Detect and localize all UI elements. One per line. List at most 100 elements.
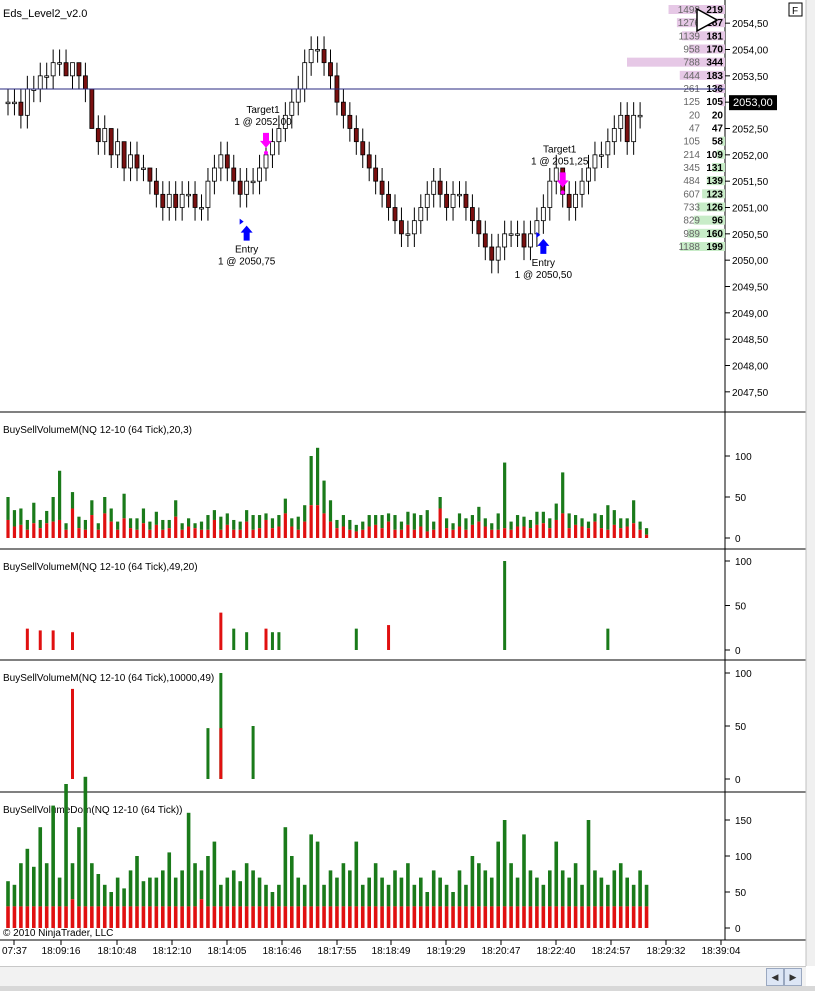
sell-volume-bar (386, 906, 391, 928)
buy-volume-bar (128, 518, 133, 529)
buy-volume-bar (503, 462, 507, 529)
sell-volume-bar (264, 906, 268, 928)
price-bar (244, 168, 250, 208)
buy-volume-bar (483, 870, 488, 907)
price-bar (12, 89, 17, 116)
buy-volume-bar (315, 841, 320, 907)
buy-volume-bar (554, 841, 559, 907)
price-bar (270, 128, 275, 168)
indicator-panels: BuySellVolumeM(NQ 12-10 (64 Tick),20,3) 1… (3, 425, 752, 935)
sell-volume-bar (83, 529, 87, 538)
buy-volume-bar (535, 877, 539, 907)
dom-volume-label: 160 (706, 229, 723, 240)
dom-volume-label: 181 (706, 31, 723, 42)
buy-volume-bar (586, 521, 591, 529)
buy-volume-bar (561, 472, 565, 514)
f-button-label[interactable]: F (792, 6, 798, 17)
bid-size-label: 484 (683, 176, 700, 187)
sell-volume-bar (541, 906, 546, 928)
buy-volume-bar (515, 515, 520, 527)
scroll-left-button[interactable]: ◀ (766, 968, 784, 986)
indicator-tick-label: 50 (735, 722, 747, 733)
sell-volume-bar (496, 529, 500, 538)
sell-volume-bar (386, 521, 391, 538)
sell-volume-bar (96, 906, 101, 928)
buy-volume-bar (90, 500, 94, 516)
sell-volume-bar (70, 899, 75, 928)
sell-volume-bar (302, 906, 307, 928)
buy-volume-bar (90, 863, 94, 907)
price-bar (547, 168, 553, 221)
entry-arrow-icon (240, 225, 253, 241)
buy-volume-bar (25, 519, 29, 530)
sell-volume-bar (360, 906, 365, 928)
price-bar (44, 62, 50, 89)
buy-volume-bar (509, 863, 513, 907)
sell-volume-bar (586, 528, 591, 538)
sell-volume-bar (341, 906, 346, 928)
buy-volume-bar (244, 863, 249, 907)
buy-volume-bar (154, 511, 158, 525)
price-axis: 2054,502054,002053,502053,002052,502052,… (725, 19, 769, 399)
f-button[interactable]: F (788, 2, 803, 17)
bid-size-label: 829 (683, 216, 700, 227)
buy-volume-bar (431, 870, 436, 907)
price-bar (128, 141, 133, 182)
indicator-tick-label: 50 (735, 602, 747, 613)
buy-volume-bar (12, 510, 17, 527)
indicator-title: BuySellVolumeDom(NQ 12-10 (64 Tick)) (3, 805, 183, 816)
buy-volume-bar (567, 513, 571, 529)
buy-volume-bar (593, 870, 597, 907)
sell-volume-bar (270, 528, 275, 538)
buy-volume-bar (586, 820, 591, 907)
horizontal-scrollbar[interactable]: ◀ ▶ (0, 966, 806, 986)
sell-volume-bar (71, 632, 74, 650)
buy-volume-bar (135, 518, 139, 530)
price-bar (476, 207, 482, 247)
sell-volume-bar (490, 529, 494, 538)
sell-volume-bar (96, 529, 100, 538)
buy-volume-bar (606, 628, 610, 650)
dom-volume-label: 199 (706, 242, 723, 253)
scroll-right-button[interactable]: ▶ (784, 968, 802, 986)
buy-volume-bar (187, 518, 191, 527)
sell-volume-bar (354, 531, 358, 538)
price-tick-label: 2052,00 (732, 151, 769, 162)
indicator-tick-label: 0 (735, 646, 741, 657)
dom-volume-label: 126 (706, 203, 723, 214)
sell-volume-bar (483, 906, 488, 928)
buy-volume-bar (122, 493, 126, 519)
sell-volume-bar (548, 528, 552, 538)
buy-volume-bar (625, 877, 629, 907)
price-bar (463, 181, 469, 221)
target-marker (264, 150, 268, 155)
buy-volume-bar (251, 726, 255, 779)
sell-volume-bar (32, 523, 36, 538)
price-bar (308, 36, 314, 76)
time-tick-label: 18:16:46 (263, 946, 302, 957)
buy-volume-bar (103, 497, 107, 514)
sell-volume-bar (51, 521, 55, 538)
buy-volume-bar (554, 503, 558, 520)
buy-volume-bar (509, 521, 513, 530)
buy-volume-bar (264, 884, 268, 907)
play-icon[interactable] (696, 7, 719, 33)
ask-size-label: 788 (683, 58, 700, 69)
price-bar (392, 194, 398, 234)
sell-volume-bar (522, 906, 526, 928)
sell-volume-bar (264, 628, 268, 650)
dom-volume-label: 105 (706, 97, 723, 108)
entry-marker (536, 231, 541, 238)
sell-volume-bar (644, 906, 649, 928)
buy-volume-bar (593, 513, 597, 522)
buy-volume-bar (541, 511, 545, 524)
sell-volume-bar (109, 521, 113, 538)
bid-size-label: 1188 (678, 242, 700, 253)
buy-volume-bar (296, 516, 300, 530)
buy-volume-bar (348, 870, 352, 907)
sell-volume-bar (251, 529, 255, 538)
sell-volume-bar (509, 529, 513, 538)
buy-volume-bar (296, 877, 301, 907)
dom-volume-label: 20 (712, 110, 724, 121)
